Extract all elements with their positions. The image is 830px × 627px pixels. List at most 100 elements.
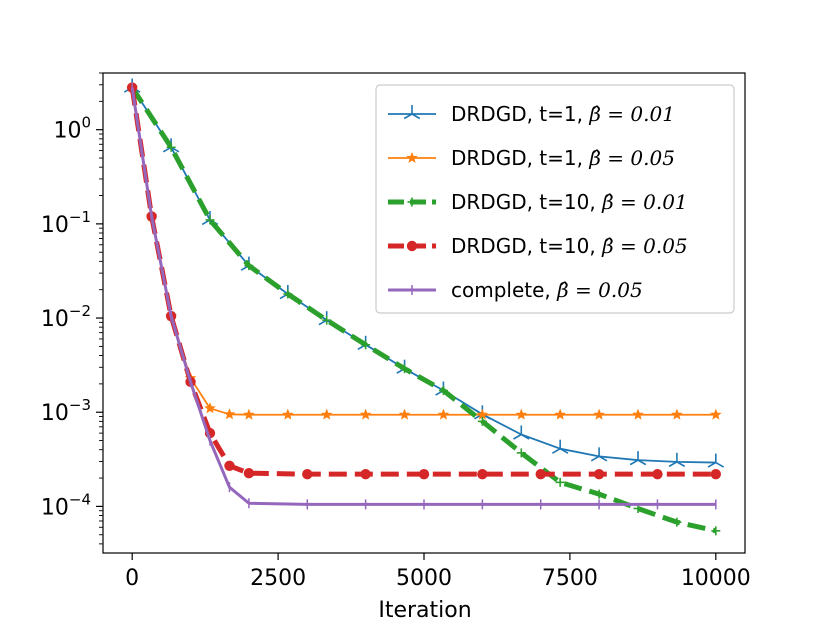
marker-star (554, 408, 566, 420)
y-tick-label: 10−2 (41, 302, 91, 332)
marker-stroke (629, 459, 639, 466)
data-point (629, 451, 647, 466)
data-point (652, 468, 663, 480)
data-point (204, 402, 216, 414)
x-axis-label: Iteration (378, 598, 471, 623)
x-tick-label: 5000 (396, 566, 452, 591)
marker-circle (593, 468, 605, 480)
data-point (398, 408, 411, 420)
marker-circle (418, 468, 430, 480)
data-point (320, 408, 333, 420)
marker-star (282, 408, 294, 420)
data-point (513, 425, 530, 440)
data-point (361, 340, 371, 350)
data-point (672, 517, 682, 527)
axes: 0 2500 5000 7500 10000 100 10−1 10−2 10−3 10−4 (41, 72, 751, 591)
legend-entry: DRDGD, t=1, β̂ = 0.05 (388, 146, 675, 170)
data-point (710, 408, 722, 420)
marker-star (710, 408, 722, 420)
marker-stroke (559, 447, 569, 454)
series-4 (130, 82, 717, 510)
marker-stroke (551, 447, 561, 454)
marker-stroke (715, 461, 725, 468)
data-point (554, 408, 566, 420)
data-point (243, 468, 255, 479)
marker-stroke (637, 459, 647, 466)
marker-circle (243, 468, 255, 479)
marker-stroke (411, 113, 421, 120)
marker-star (632, 408, 644, 420)
marker-circle (224, 460, 235, 471)
data-point (671, 408, 683, 420)
data-point (707, 453, 725, 468)
legend-label: DRDGD, t=1, β̂ = 0.01 (451, 102, 675, 126)
data-point (322, 315, 332, 325)
marker-stroke (590, 455, 600, 462)
data-point (302, 468, 313, 480)
marker-stroke (403, 113, 413, 120)
marker-star (593, 408, 605, 420)
y-tick-label: 10−4 (41, 490, 91, 520)
data-point (282, 408, 294, 420)
data-point (535, 468, 546, 480)
data-point (551, 439, 569, 454)
data-point (224, 460, 235, 471)
legend-entry: DRDGD, t=1, β̂ = 0.01 (388, 102, 675, 126)
legend-label: DRDGD, t=10, β̂ = 0.01 (451, 190, 688, 214)
plot-frame (102, 72, 746, 554)
data-point (166, 142, 176, 152)
data-point (593, 468, 605, 480)
data-point (400, 364, 410, 374)
marker-circle (710, 468, 722, 480)
y-tick-label: 10−1 (41, 208, 91, 238)
data-point (418, 468, 430, 480)
marker-stroke (676, 461, 686, 468)
data-point (711, 526, 721, 536)
x-tick-label: 2500 (250, 566, 306, 591)
data-point (632, 408, 644, 420)
data-point (516, 448, 526, 458)
data-point (668, 452, 686, 468)
legend-frame (375, 84, 735, 314)
y-tick-label: 100 (53, 114, 91, 144)
series-line (130, 86, 717, 534)
legend-label: DRDGD, t=1, β̂ = 0.05 (451, 146, 675, 170)
marker-stroke (520, 433, 530, 440)
series-2 (127, 83, 721, 536)
data-point (594, 489, 604, 499)
marker-star (671, 408, 683, 420)
data-point (555, 477, 565, 487)
data-point (223, 408, 236, 420)
marker-star (320, 408, 333, 420)
data-point (593, 408, 605, 420)
marker-stroke (598, 455, 608, 462)
data-point (710, 468, 722, 480)
marker-stroke (707, 461, 717, 468)
marker-star (359, 408, 372, 420)
data-point (437, 408, 450, 420)
data-point (590, 447, 608, 462)
marker-star (204, 402, 216, 414)
marker-star (223, 408, 236, 420)
legend-entry: complete, β̂ = 0.05 (388, 278, 643, 302)
marker-circle (535, 468, 546, 480)
marker-star (406, 151, 418, 163)
series-layer (123, 78, 725, 536)
marker-circle (302, 468, 313, 480)
data-point (359, 408, 372, 420)
data-point (438, 386, 448, 396)
data-point (283, 289, 293, 299)
marker-stroke (668, 461, 678, 468)
data-point (477, 416, 487, 426)
marker-circle (477, 468, 488, 480)
data-point (244, 261, 254, 271)
data-point (243, 408, 255, 420)
x-tick-label: 10000 (681, 566, 751, 591)
legend-label: DRDGD, t=10, β̂ = 0.05 (451, 234, 688, 258)
y-tick-label: 10−3 (41, 396, 91, 426)
x-tick-label: 7500 (542, 566, 598, 591)
data-point (205, 215, 215, 225)
legend-label: complete, β̂ = 0.05 (451, 278, 643, 302)
